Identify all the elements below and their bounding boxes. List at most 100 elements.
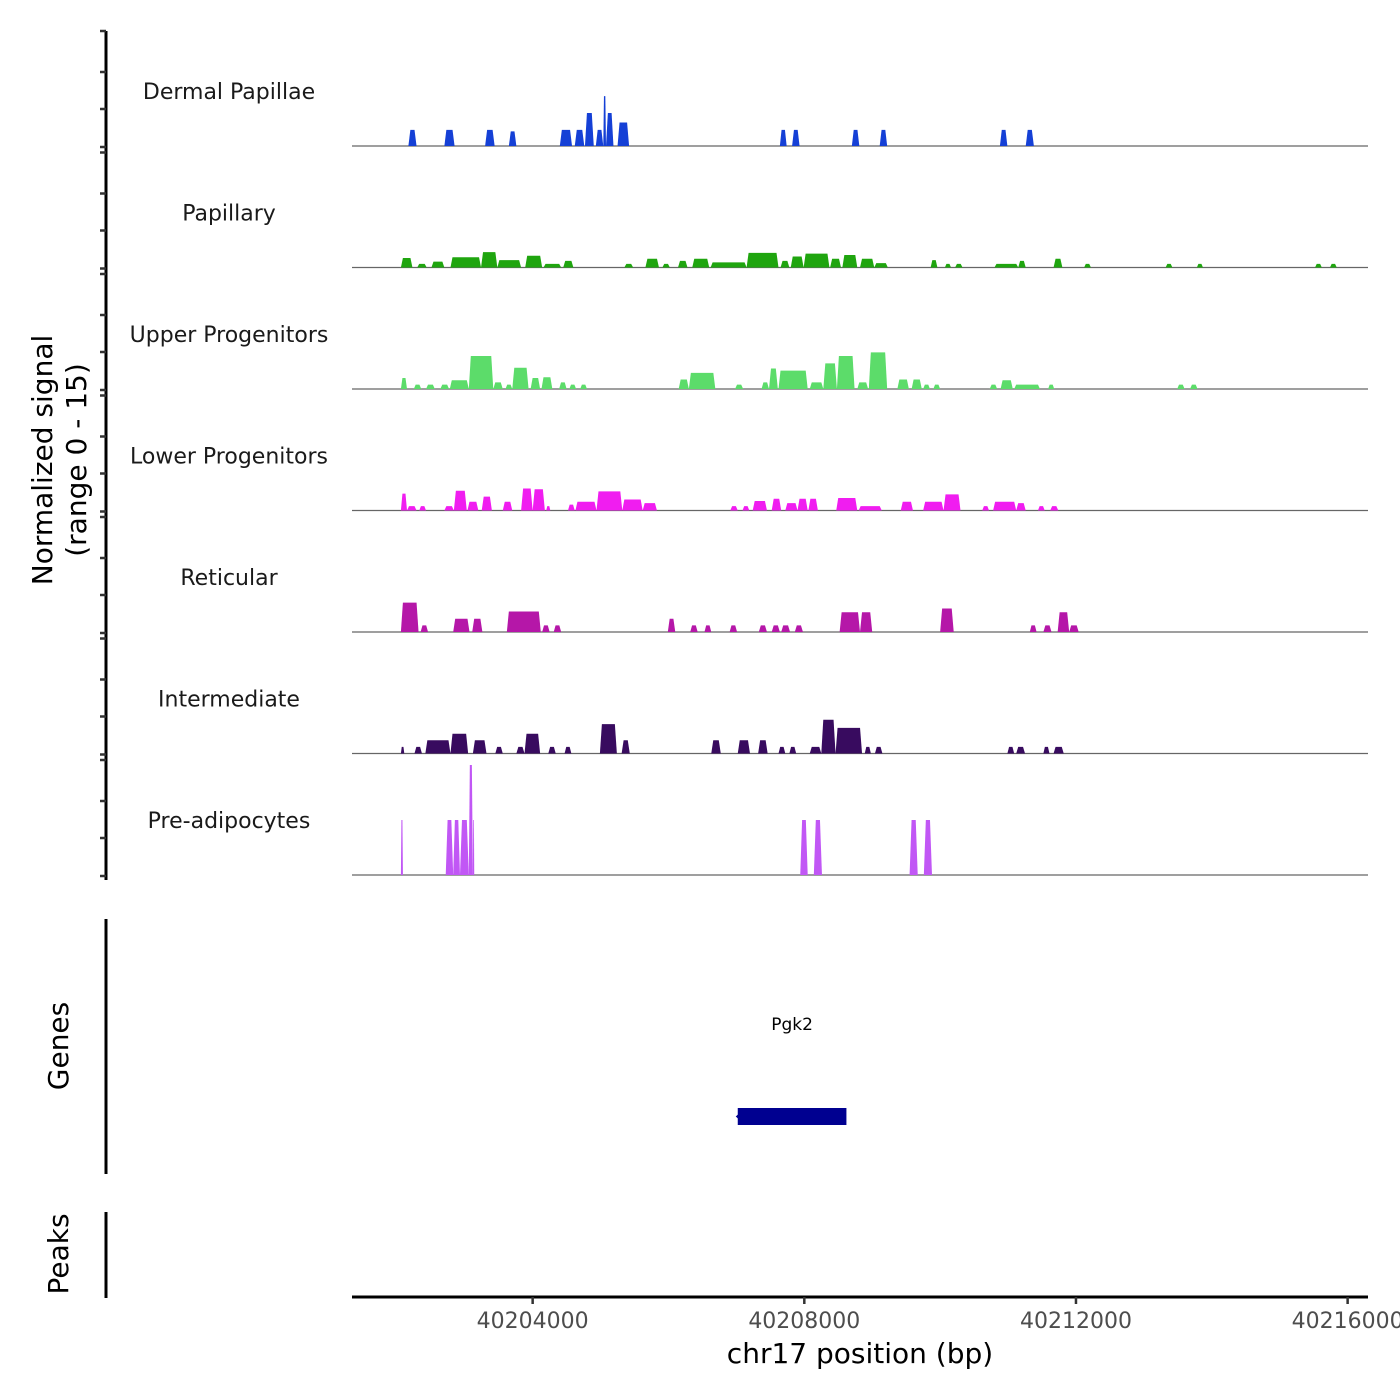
signal-peak	[599, 724, 617, 754]
signal-peak	[851, 129, 860, 146]
track-upper-progenitors: Upper Progenitors	[130, 323, 1368, 390]
signal-peak	[944, 263, 952, 268]
signal-peak	[453, 820, 460, 875]
signal-peak	[400, 257, 413, 268]
signal-peak	[596, 491, 623, 511]
genes-track: Pgk2	[735, 1015, 847, 1125]
track-label: Intermediate	[158, 688, 300, 713]
signal-peak	[516, 746, 525, 754]
signal-peak	[642, 503, 657, 511]
signal-peak	[419, 506, 427, 511]
signal-peak	[839, 612, 860, 632]
signal-peak	[868, 352, 888, 389]
signal-peak	[440, 384, 450, 389]
signal-peak	[778, 746, 786, 754]
signal-peak	[879, 129, 888, 146]
signal-peak	[778, 370, 808, 389]
signal-peak	[453, 618, 470, 632]
signal-peak	[603, 96, 606, 146]
track-label: Lower Progenitors	[130, 445, 328, 470]
signal-peak	[493, 382, 503, 389]
signal-peak	[617, 122, 630, 146]
signal-peak	[789, 746, 797, 754]
signal-peak	[524, 733, 541, 754]
signal-peak	[450, 257, 482, 268]
signal-peak	[900, 501, 913, 511]
signal-peak	[444, 506, 454, 511]
x-axis-ticks: 40204000 40208000 40212000 40216000	[477, 1297, 1400, 1334]
signal-peak	[785, 503, 798, 511]
signal-peak	[758, 625, 767, 632]
signal-peak	[730, 506, 738, 511]
signal-peak	[417, 263, 427, 268]
signal-peak	[933, 384, 941, 389]
signal-peak	[835, 727, 863, 754]
x-tick-label: 40216000	[1292, 1309, 1400, 1334]
track-reticular: Reticular	[180, 566, 1368, 633]
signal-peak	[923, 820, 932, 875]
signal-peak	[542, 625, 550, 632]
signal-peak	[449, 380, 469, 389]
signal-peak	[548, 746, 556, 754]
signal-peak	[481, 496, 492, 511]
signal-peak	[842, 255, 858, 268]
signal-peak	[431, 261, 445, 268]
signal-peak	[1196, 263, 1203, 268]
signal-peak	[574, 129, 585, 146]
signal-peak	[559, 129, 573, 146]
signal-peak	[414, 746, 422, 754]
signal-peak	[982, 506, 990, 511]
signal-peak	[1069, 625, 1079, 632]
signal-peak	[940, 608, 954, 632]
signal-peak	[521, 488, 533, 511]
signal-y-ticks	[100, 29, 106, 878]
x-tick-label: 40208000	[748, 1309, 860, 1334]
signal-peak	[481, 252, 498, 268]
gene-label: Pgk2	[771, 1015, 813, 1035]
signal-peak	[923, 384, 930, 389]
signal-peak	[994, 263, 1019, 268]
signal-peak	[729, 625, 738, 632]
signal-peak	[790, 256, 804, 268]
signal-peak	[408, 129, 417, 146]
track-papillary: Papillary	[182, 202, 1368, 269]
signal-peak	[710, 262, 747, 268]
signal-peak	[472, 618, 483, 632]
signal-peak	[746, 252, 779, 268]
signal-peak	[563, 260, 574, 268]
signal-peak	[506, 611, 541, 632]
signal-peak	[667, 618, 676, 632]
track-label: Upper Progenitors	[130, 323, 329, 348]
signal-peak	[930, 260, 938, 268]
signal-peak	[1018, 260, 1026, 268]
track-dermal-papillae: Dermal Papillae	[143, 80, 1368, 147]
signal-peak	[546, 506, 551, 511]
signal-peak	[821, 719, 836, 754]
signal-peak	[413, 384, 422, 389]
signal-peak	[1025, 129, 1034, 146]
signal-peak	[1053, 746, 1064, 754]
signal-peak	[420, 625, 429, 632]
signal-peak	[1315, 263, 1322, 268]
gene-body	[737, 1108, 847, 1125]
signal-peak	[781, 625, 791, 632]
signal-peak	[1053, 258, 1063, 268]
signal-peak	[737, 740, 750, 754]
signal-peak	[559, 382, 567, 389]
track-lower-progenitors: Lower Progenitors	[130, 445, 1368, 512]
signal-peak	[704, 625, 712, 632]
signal-peak	[690, 625, 698, 632]
signal-peak	[497, 260, 522, 268]
signal-peak	[758, 740, 768, 754]
signal-peak	[735, 384, 744, 389]
signal-peak	[624, 263, 634, 268]
signal-peak	[1016, 503, 1026, 511]
signal-peak	[468, 356, 494, 389]
x-axis-title: chr17 position (bp)	[727, 1337, 993, 1370]
signal-peak	[580, 384, 587, 389]
signal-peak	[1029, 625, 1037, 632]
signal-peak	[606, 113, 614, 146]
signal-peak	[543, 263, 562, 268]
signal-peak	[897, 379, 909, 389]
signal-peak	[993, 501, 1017, 511]
